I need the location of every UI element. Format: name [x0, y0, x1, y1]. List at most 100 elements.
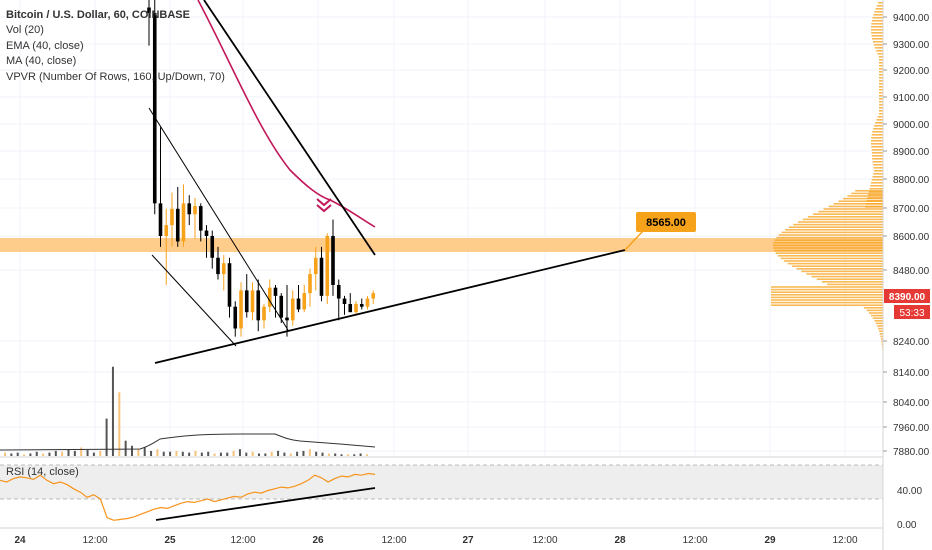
- volume-profile-row: [869, 188, 883, 190]
- volume-profile-row: [872, 158, 883, 160]
- indicator-vol[interactable]: Vol (20): [6, 24, 44, 37]
- volume-profile-row: [872, 317, 883, 319]
- volume-profile-row: [879, 330, 883, 332]
- volume-profile-row: [771, 301, 883, 304]
- volume-profile-row: [872, 176, 883, 178]
- candle: [147, 0, 151, 46]
- volume-profile-row: [873, 164, 883, 166]
- volume-profile-row: [879, 59, 883, 61]
- volume-profile-row: [879, 101, 883, 103]
- volume-profile-row: [871, 23, 883, 25]
- volume-profile-row: [873, 14, 883, 16]
- candle: [204, 225, 209, 258]
- candle: [216, 246, 220, 280]
- volume-bars: [0, 366, 376, 456]
- last-price-value: 8390.00: [889, 292, 926, 303]
- volume-profile-row: [879, 104, 883, 106]
- candle: [342, 295, 347, 315]
- volume-profile: [771, 2, 883, 351]
- volume-bar: [188, 452, 191, 456]
- candle: [239, 282, 243, 337]
- volume-profile-row: [771, 304, 883, 306]
- volume-bar: [232, 450, 235, 456]
- volume-profile-row: [816, 278, 883, 280]
- rsi-axis: 40.00 0.00: [897, 486, 922, 531]
- indicator-ema[interactable]: EMA (40, close): [6, 39, 84, 52]
- candle: [308, 268, 312, 307]
- volume-profile-row: [813, 213, 883, 215]
- volume-profile-row: [878, 56, 883, 58]
- volume-bar: [10, 453, 13, 456]
- volume-bar: [54, 450, 57, 456]
- volume-bar: [238, 449, 241, 456]
- time-tick-label: 25: [164, 535, 176, 546]
- volume-profile-row: [796, 268, 883, 270]
- volume-profile-row: [881, 340, 883, 343]
- candle: [262, 304, 266, 329]
- volume-profile-row: [879, 113, 883, 115]
- time-tick-label: 24: [14, 535, 26, 546]
- volume-bar: [16, 452, 19, 456]
- volume-profile-row: [872, 17, 883, 19]
- rsi-title[interactable]: RSI (14, close): [6, 466, 79, 478]
- volume-profile-row: [855, 190, 883, 192]
- volume-profile-row: [872, 161, 883, 163]
- volume-bar: [118, 392, 121, 456]
- volume-profile-row: [771, 299, 883, 301]
- volume-bar: [73, 450, 76, 456]
- volume-profile-row: [871, 134, 883, 136]
- volume-profile-row: [783, 260, 883, 262]
- volume-profile-row: [879, 333, 883, 335]
- wedge-lower-line: [151, 254, 237, 347]
- volume-bar: [270, 451, 273, 456]
- volume-profile-row: [876, 119, 883, 121]
- candle: [290, 290, 295, 326]
- volume-profile-row: [879, 98, 883, 100]
- candle: [244, 274, 249, 318]
- indicator-vpvr[interactable]: VPVR (Number Of Rows, 160, Up/Down, 70): [6, 70, 225, 83]
- candle: [371, 290, 376, 304]
- candle: [279, 293, 284, 324]
- candle: [359, 298, 364, 310]
- candle: [302, 284, 307, 313]
- time-tick-label: 28: [614, 535, 626, 546]
- volume-profile-row: [879, 107, 883, 109]
- volume-profile-row: [881, 343, 883, 345]
- time-tick-label: 27: [462, 535, 474, 546]
- volume-profile-row: [774, 249, 883, 252]
- volume-bar: [162, 451, 165, 456]
- volume-bar: [175, 450, 178, 456]
- resistance-zone: [0, 238, 883, 252]
- volume-profile-row: [785, 229, 883, 231]
- volume-profile-row: [811, 275, 883, 278]
- volume-profile-row: [773, 247, 883, 249]
- candle: [187, 195, 192, 226]
- volume-bar: [35, 451, 38, 456]
- candle: [273, 284, 278, 318]
- price-tick-label: 7880.00: [893, 447, 930, 458]
- volume-bar: [86, 450, 89, 456]
- countdown-value: 53:33: [899, 308, 924, 319]
- price-callout[interactable]: [636, 212, 696, 232]
- volume-profile-row: [873, 167, 883, 169]
- candles: [147, 0, 376, 337]
- rsi-tick-label: 40.00: [897, 486, 922, 497]
- price-tick-label: 8900.00: [893, 147, 930, 158]
- price-axis: 9400.00 9300.00 9200.00 9100.00 9000.00 8900.…: [883, 13, 930, 458]
- volume-profile-row: [833, 203, 883, 205]
- volume-bar: [48, 452, 51, 456]
- indicator-ma[interactable]: MA (40, close): [6, 55, 77, 68]
- volume-bar: [315, 451, 318, 456]
- volume-profile-row: [823, 208, 883, 210]
- volume-profile-row: [868, 312, 883, 314]
- time-tick-label: 12:00: [682, 535, 707, 546]
- volume-bar: [283, 452, 286, 456]
- volume-profile-row: [871, 149, 883, 151]
- volume-profile-row: [875, 322, 883, 325]
- volume-bar: [181, 451, 184, 456]
- volume-profile-row: [868, 191, 883, 193]
- volume-profile-row: [771, 291, 883, 293]
- volume-profile-row: [793, 223, 883, 226]
